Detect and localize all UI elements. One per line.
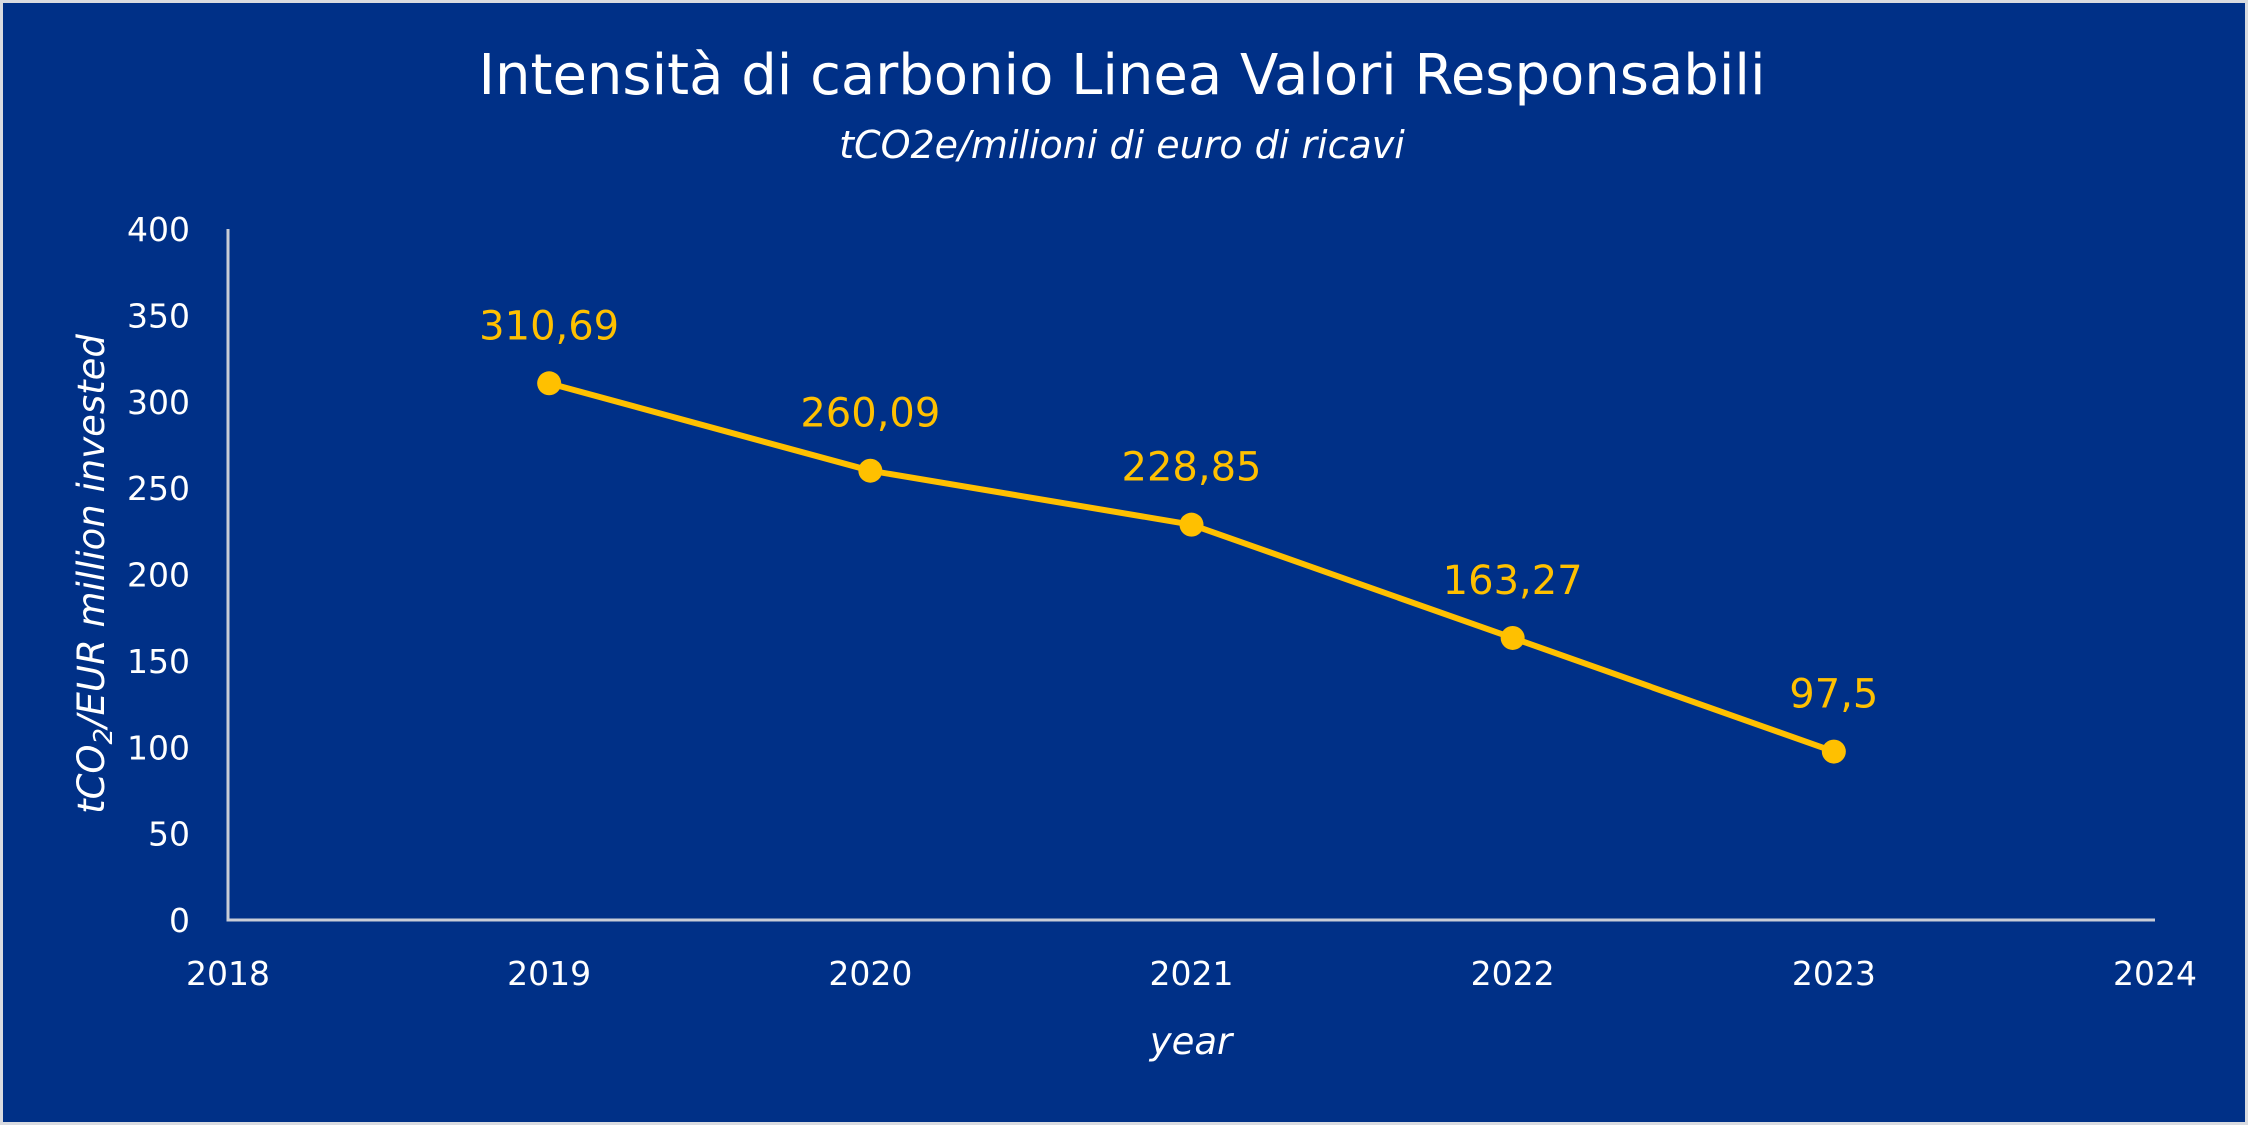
y-tick-label: 200: [127, 556, 190, 595]
y-axis-title-suffix: /EUR million invested: [70, 334, 113, 731]
y-axis-title: tCO2/EUR million invested: [70, 334, 119, 814]
chart-subtitle: tCO2e/milioni di euro di ricavi: [839, 123, 1405, 167]
data-point: [1821, 739, 1846, 764]
x-tick-label: 2024: [2113, 954, 2197, 993]
x-tick-label: 2023: [1792, 954, 1876, 993]
y-axis-ticks: 0 50 100 150 200 250 300 350 400: [127, 210, 190, 940]
y-tick-label: 0: [169, 901, 190, 940]
chart-frame: [3, 3, 2245, 1122]
chart-title: Intensità di carbonio Linea Valori Respo…: [478, 43, 1765, 108]
data-label: 97,5: [1789, 672, 1878, 718]
x-tick-label: 2020: [828, 954, 912, 993]
y-tick-label: 300: [127, 383, 190, 422]
data-point: [1500, 625, 1525, 650]
data-point: [1179, 512, 1204, 537]
y-axis-title-prefix: tCO: [70, 744, 113, 813]
y-tick-label: 150: [127, 642, 190, 681]
data-label: 310,69: [479, 303, 619, 349]
x-tick-label: 2022: [1471, 954, 1555, 993]
x-axis-title: year: [1149, 1020, 1235, 1063]
data-label: 260,09: [800, 391, 940, 437]
y-axis-title-subscript: 2: [89, 728, 119, 745]
data-point: [858, 458, 883, 483]
series-line: [548, 380, 1835, 755]
x-tick-label: 2021: [1150, 954, 1234, 993]
y-tick-label: 100: [127, 728, 190, 767]
y-tick-label: 50: [148, 815, 190, 854]
data-label: 163,27: [1443, 558, 1583, 604]
data-label: 228,85: [1122, 445, 1262, 491]
x-tick-label: 2019: [507, 954, 591, 993]
y-tick-label: 250: [127, 469, 190, 508]
y-tick-label: 350: [127, 296, 190, 335]
x-axis-ticks: 2018 2019 2020 2021 2022 2023 2024: [186, 954, 2197, 993]
data-point: [537, 371, 562, 396]
x-tick-label: 2018: [186, 954, 270, 993]
y-tick-label: 400: [127, 210, 190, 249]
series-group: 310,69 260,09 228,85 163,27 97,5: [479, 303, 1878, 764]
